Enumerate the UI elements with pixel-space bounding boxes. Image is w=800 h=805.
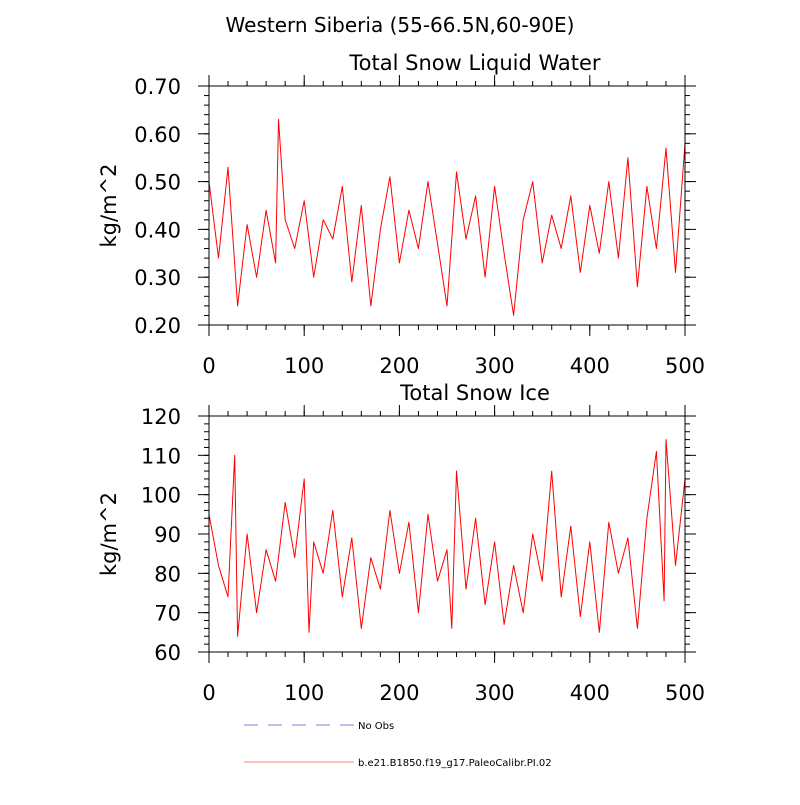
legend-label-no-obs: No Obs	[358, 721, 394, 732]
y-tick-label: 90	[154, 523, 181, 547]
chart-panel-2: Total Snow Ice kg/m^2 60 70 80 90 100 110 120 0 10…	[97, 381, 705, 705]
x-tick-label: 400	[570, 354, 610, 378]
x-tick-label: 100	[284, 681, 324, 705]
plot-frame	[208, 85, 686, 326]
legend-label-model: b.e21.B1850.f19_g17.PaleoCalibr.PI.02	[358, 758, 552, 769]
x-tick-label: 300	[475, 354, 515, 378]
y-axis-label: kg/m^2	[97, 164, 121, 248]
y-tick-label: 0.60	[134, 123, 181, 147]
x-tick-label: 400	[570, 681, 610, 705]
plot-frame	[208, 415, 686, 653]
x-tick-label: 100	[284, 354, 324, 378]
y-tick-label: 110	[141, 444, 181, 468]
series-line	[208, 119, 686, 316]
x-tick-label: 500	[665, 681, 705, 705]
legend: No Obs b.e21.B1850.f19_g17.PaleoCalibr.P…	[244, 721, 552, 769]
y-tick-label: 70	[154, 602, 181, 626]
y-axis-label: kg/m^2	[97, 492, 121, 576]
chart-title: Total Snow Ice	[399, 381, 550, 405]
x-tick-label: 300	[475, 681, 515, 705]
x-tick-label: 200	[379, 354, 419, 378]
x-tick-label: 200	[379, 681, 419, 705]
y-tick-label: 0.30	[134, 266, 181, 290]
chart-panel-1: Total Snow Liquid Water kg/m^2 0.20 0.30 0.4…	[97, 51, 705, 378]
x-tick-label: 0	[202, 354, 215, 378]
y-tick-label: 0.70	[134, 75, 181, 99]
chart-title: Total Snow Liquid Water	[348, 51, 601, 75]
y-tick-label: 0.50	[134, 171, 181, 195]
series-line	[208, 439, 686, 637]
y-tick-label: 80	[154, 562, 181, 586]
y-tick-label: 0.40	[134, 218, 181, 242]
y-tick-label: 60	[154, 641, 181, 665]
x-tick-label: 0	[202, 681, 215, 705]
y-tick-label: 100	[141, 484, 181, 508]
y-tick-label: 0.20	[134, 314, 181, 338]
figure-title: Western Siberia (55-66.5N,60-90E)	[226, 13, 575, 37]
y-tick-label: 120	[141, 405, 181, 429]
x-tick-label: 500	[665, 354, 705, 378]
